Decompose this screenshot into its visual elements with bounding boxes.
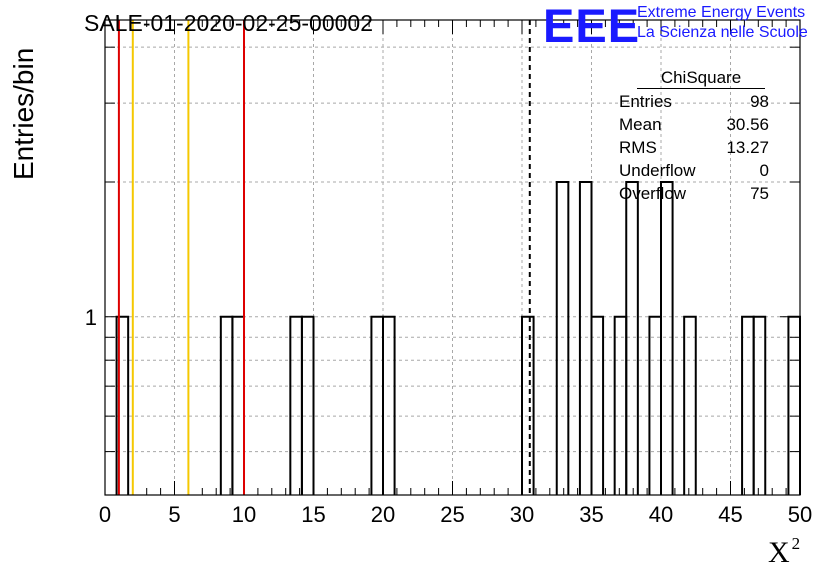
histogram-bar <box>613 315 628 495</box>
stats-label: Underflow <box>619 161 696 180</box>
logo-line-1: Extreme Energy Events <box>637 4 806 21</box>
stats-title: ChiSquare <box>612 66 776 90</box>
x-tick-label: 15 <box>301 502 325 527</box>
histogram-bar <box>382 315 396 495</box>
stats-label: RMS <box>619 138 657 157</box>
x-tick-label: 45 <box>718 502 742 527</box>
histogram-bar <box>752 315 767 495</box>
eee-logo: EEE <box>543 0 641 52</box>
x-tick-label: 10 <box>232 502 256 527</box>
tick-labels: 0 5 10 15 20 25 30 35 40 45 50 1 <box>85 305 812 527</box>
y-tick-label: 1 <box>85 305 97 330</box>
histogram-bar <box>300 315 315 495</box>
logo-line-2: La Scienza nelle Scuole <box>637 24 808 41</box>
histogram-bar <box>370 315 385 495</box>
stats-label: Overflow <box>619 184 687 203</box>
histogram-bar <box>741 315 755 495</box>
histogram-bar <box>555 180 570 495</box>
stats-row: Underflow 0 <box>612 159 776 182</box>
histogram-bar <box>660 180 674 495</box>
stats-box: ChiSquare Entries 98 Mean 30.56 RMS 13.2… <box>612 66 776 205</box>
histogram-bars <box>115 180 802 495</box>
x-tick-label: 40 <box>649 502 673 527</box>
histogram-bar <box>115 315 130 495</box>
stats-row: Mean 30.56 <box>612 113 776 136</box>
histogram-bar <box>590 315 605 495</box>
histogram-bar <box>787 315 802 495</box>
histogram-bar <box>648 315 663 495</box>
x-tick-label: 25 <box>440 502 464 527</box>
y-axis-label: Entries/bin <box>8 47 39 180</box>
stats-value: 98 <box>750 92 769 111</box>
stats-label: Entries <box>619 92 672 111</box>
stats-row: Overflow 75 <box>612 182 776 205</box>
x-tick-label: 30 <box>510 502 534 527</box>
x-tick-label: 0 <box>99 502 111 527</box>
stats-value: 30.56 <box>726 115 769 134</box>
x-axis-label-base: X <box>768 536 790 569</box>
x-tick-label: 50 <box>788 502 812 527</box>
x-tick-label: 20 <box>371 502 395 527</box>
histogram-bar <box>231 315 246 495</box>
histogram-bar <box>578 180 593 495</box>
chart-title: SALE-01-2020-02-25-00002 <box>84 10 373 36</box>
histogram-bar <box>289 315 303 495</box>
histogram-bar <box>219 315 234 495</box>
stats-label: Mean <box>619 115 662 134</box>
marker-lines <box>117 20 531 495</box>
stats-value: 13.27 <box>726 138 769 157</box>
x-tick-label: 35 <box>579 502 603 527</box>
x-tick-label: 5 <box>168 502 180 527</box>
stats-value: 75 <box>750 184 769 203</box>
histogram-bar <box>625 180 639 495</box>
plot-frame <box>104 19 801 496</box>
histogram-bar <box>521 315 535 495</box>
stats-row: Entries 98 <box>612 90 776 113</box>
histogram-bar <box>683 315 697 495</box>
x-axis-label-superscript: 2 <box>791 534 801 553</box>
stats-value: 0 <box>759 161 769 180</box>
stats-row: RMS 13.27 <box>612 136 776 159</box>
